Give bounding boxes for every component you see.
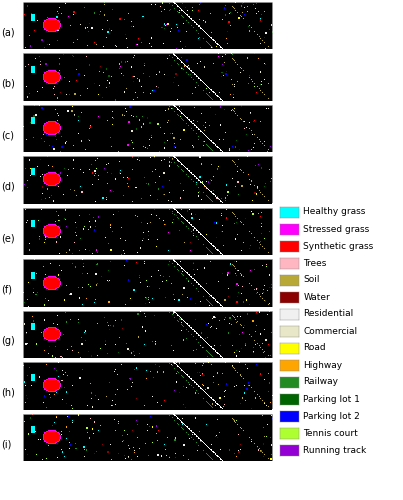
Text: Synthetic grass: Synthetic grass bbox=[303, 242, 374, 250]
Text: Railway: Railway bbox=[303, 378, 339, 386]
Text: Healthy grass: Healthy grass bbox=[303, 208, 366, 216]
Text: Stressed grass: Stressed grass bbox=[303, 224, 370, 234]
Text: Soil: Soil bbox=[303, 276, 320, 284]
Text: Parking lot 1: Parking lot 1 bbox=[303, 394, 360, 404]
Text: Highway: Highway bbox=[303, 360, 343, 370]
Text: Commercial: Commercial bbox=[303, 326, 357, 336]
Text: Tennis court: Tennis court bbox=[303, 428, 358, 438]
Text: (e): (e) bbox=[1, 233, 15, 243]
Text: Water: Water bbox=[303, 292, 330, 302]
Text: Running track: Running track bbox=[303, 446, 367, 454]
Text: (f): (f) bbox=[1, 284, 12, 294]
Text: Residential: Residential bbox=[303, 310, 354, 318]
Text: (a): (a) bbox=[1, 27, 15, 37]
Text: Trees: Trees bbox=[303, 258, 327, 268]
Text: (b): (b) bbox=[1, 78, 15, 88]
Text: (h): (h) bbox=[1, 388, 15, 398]
Text: Parking lot 2: Parking lot 2 bbox=[303, 412, 360, 420]
Text: (i): (i) bbox=[1, 439, 11, 449]
Text: Road: Road bbox=[303, 344, 326, 352]
Text: (c): (c) bbox=[1, 130, 14, 140]
Text: (g): (g) bbox=[1, 336, 15, 346]
Text: (d): (d) bbox=[1, 182, 15, 192]
